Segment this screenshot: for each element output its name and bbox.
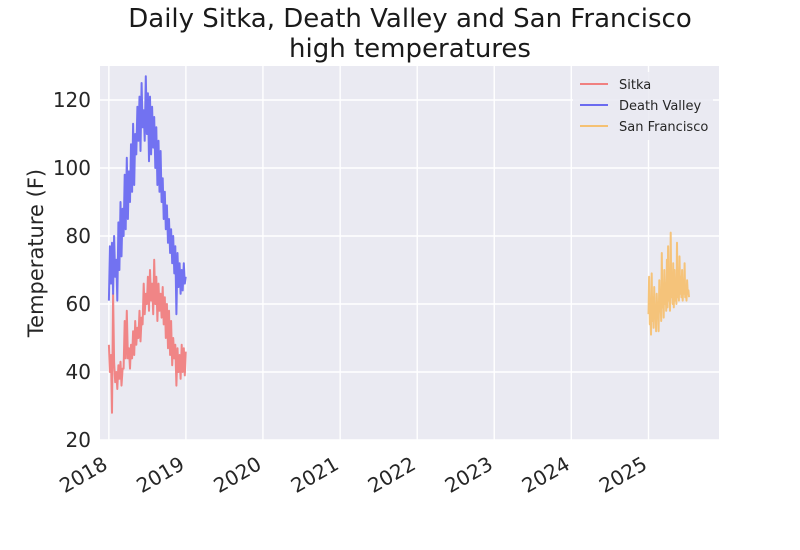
x-gridlines — [108, 66, 650, 440]
legend-label-san-francisco: San Francisco — [619, 120, 708, 135]
y-tick-labels: 20 40 60 80 100 120 — [53, 88, 91, 452]
x-tick-label-2024: 2024 — [518, 452, 574, 498]
legend-label-death-valley: Death Valley — [619, 99, 702, 114]
x-tick-labels: 2018 2019 2020 2021 2022 2023 2024 2025 — [55, 452, 651, 498]
y-tick-label-120: 120 — [53, 88, 91, 112]
x-tick-label-2025: 2025 — [595, 452, 651, 498]
legend-label-sitka: Sitka — [619, 78, 651, 93]
y-axis-label: Temperature (F) — [24, 169, 48, 338]
x-tick-label-2022: 2022 — [364, 452, 420, 498]
y-tick-label-20: 20 — [66, 428, 91, 452]
series-line-san-francisco — [647, 231, 690, 336]
series-line-death-valley — [107, 75, 187, 316]
series-layer — [107, 75, 690, 414]
y-tick-label-80: 80 — [66, 224, 91, 248]
x-tick-label-2021: 2021 — [287, 452, 343, 498]
y-tick-label-40: 40 — [66, 360, 91, 384]
chart-title-line-2: high temperatures — [289, 34, 531, 64]
x-tick-label-2023: 2023 — [441, 452, 497, 498]
y-tick-label-60: 60 — [66, 292, 91, 316]
x-tick-label-2018: 2018 — [55, 452, 111, 498]
series-line-sitka — [107, 258, 187, 414]
x-tick-label-2020: 2020 — [209, 452, 265, 498]
chart-title-line-1: Daily Sitka, Death Valley and San Franci… — [128, 4, 692, 34]
y-tick-label-100: 100 — [53, 156, 91, 180]
chart-title: Daily Sitka, Death Valley and San Franci… — [0, 4, 800, 64]
legend: Sitka Death Valley San Francisco — [573, 72, 713, 140]
x-tick-label-2019: 2019 — [132, 452, 188, 498]
